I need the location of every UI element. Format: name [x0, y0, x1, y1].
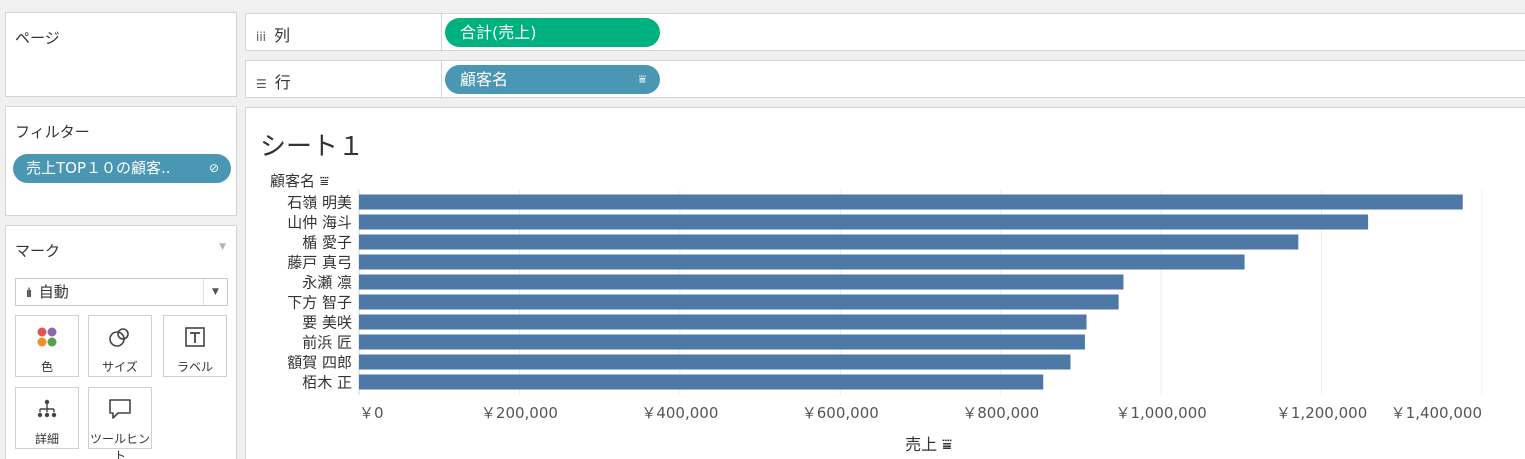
x-tick-label: ￥800,000 — [962, 404, 1039, 422]
category-label: 栢木 正 — [302, 374, 352, 392]
label-label: ラベル — [176, 360, 213, 374]
color-button[interactable]: 色 — [15, 315, 79, 377]
detail-icon — [16, 398, 78, 420]
category-label: 楯 愛子 — [302, 234, 352, 252]
rows-pill-customer-name[interactable]: 顧客名 ⩸ — [445, 65, 660, 94]
category-label: 下方 智子 — [287, 294, 352, 312]
filter-pill-label: 売上TOP１０の顧客.. — [26, 159, 171, 177]
color-label: 色 — [40, 360, 53, 374]
columns-shelf[interactable]: iii 列 合計(売上) — [245, 13, 1525, 52]
sheet-title: シート１ — [260, 132, 365, 162]
columns-icon: iii — [256, 30, 267, 44]
tooltip-button[interactable]: ツールヒント — [88, 387, 152, 459]
label-button[interactable]: ラベル — [163, 315, 227, 377]
x-tick-label: ￥1,000,000 — [1115, 404, 1206, 422]
pages-card[interactable]: ページ — [5, 12, 237, 97]
sort-icon: ⩸ — [638, 72, 646, 86]
chevron-down-icon[interactable]: ▼ — [203, 279, 227, 305]
columns-pill-sum-sales[interactable]: 合計(売上) — [445, 18, 660, 47]
row-header-label: 顧客名 ⩸ — [270, 172, 329, 190]
bar-mark-icon: ılı — [26, 286, 32, 300]
bar — [359, 334, 1085, 350]
worksheet-view: シート１ 顧客名 ⩸ 石嶺 明美山仲 海斗楯 愛子藤戸 真弓永瀬 凛下方 智子要 … — [245, 107, 1525, 459]
columns-shelf-label: iii 列 — [256, 22, 290, 46]
bar — [359, 354, 1071, 370]
columns-label-text: 列 — [274, 26, 291, 45]
link-icon: ⊘ — [208, 161, 219, 175]
size-icon — [89, 326, 151, 348]
marks-title: マーク — [15, 242, 61, 260]
category-label: 要 美咲 — [302, 314, 352, 332]
mark-type-label: 自動 — [38, 283, 69, 301]
category-label: 前浜 匠 — [302, 334, 352, 352]
marks-menu-caret-icon[interactable]: ▼ — [219, 242, 226, 252]
x-tick-label: ￥600,000 — [802, 404, 879, 422]
bar — [359, 214, 1369, 230]
tooltip-icon — [89, 398, 151, 420]
rows-shelf-label: ☰ 行 — [256, 69, 291, 93]
bar — [359, 274, 1124, 290]
category-label: 藤戸 真弓 — [287, 254, 352, 272]
label-icon — [164, 326, 226, 348]
category-label: 額賀 四郎 — [287, 354, 352, 372]
size-button[interactable]: サイズ — [88, 315, 152, 377]
rows-icon: ☰ — [256, 77, 267, 91]
bar — [359, 234, 1299, 250]
category-label: 石嶺 明美 — [287, 194, 352, 212]
size-label: サイズ — [102, 360, 138, 374]
x-axis-title: 売上 ⩸ — [905, 435, 952, 454]
filter-pill-top10[interactable]: 売上TOP１０の顧客.. ⊘ — [13, 154, 231, 183]
bar — [359, 254, 1245, 270]
marks-card: マーク ▼ ılı 自動 ▼ 色 — [5, 225, 237, 459]
x-tick-label: ￥0 — [359, 404, 384, 422]
bar — [359, 194, 1463, 210]
mark-type-dropdown[interactable]: ılı 自動 ▼ — [15, 278, 228, 306]
filters-card[interactable]: フィルター 売上TOP１０の顧客.. ⊘ — [5, 106, 237, 216]
detail-label: 詳細 — [34, 432, 59, 446]
tooltip-label: ツールヒント — [89, 432, 150, 459]
shelf-divider — [441, 14, 442, 52]
rows-shelf[interactable]: ☰ 行 顧客名 ⩸ — [245, 60, 1525, 99]
category-label: 永瀬 凛 — [302, 274, 352, 292]
bar — [359, 314, 1087, 330]
color-icon — [16, 326, 78, 348]
bar — [359, 374, 1044, 390]
shelf-divider — [441, 61, 442, 99]
x-tick-label: ￥1,200,000 — [1276, 404, 1367, 422]
detail-button[interactable]: 詳細 — [15, 387, 79, 449]
filters-title: フィルター — [15, 123, 90, 141]
rows-label-text: 行 — [274, 73, 291, 92]
category-label: 山仲 海斗 — [287, 214, 352, 232]
x-tick-label: ￥400,000 — [641, 404, 718, 422]
x-tick-label: ￥200,000 — [481, 404, 558, 422]
bar — [359, 294, 1119, 310]
x-tick-label: ￥1,400,000 — [1391, 404, 1482, 422]
pages-title: ページ — [15, 29, 60, 47]
rows-pill-label: 顧客名 — [460, 70, 509, 89]
